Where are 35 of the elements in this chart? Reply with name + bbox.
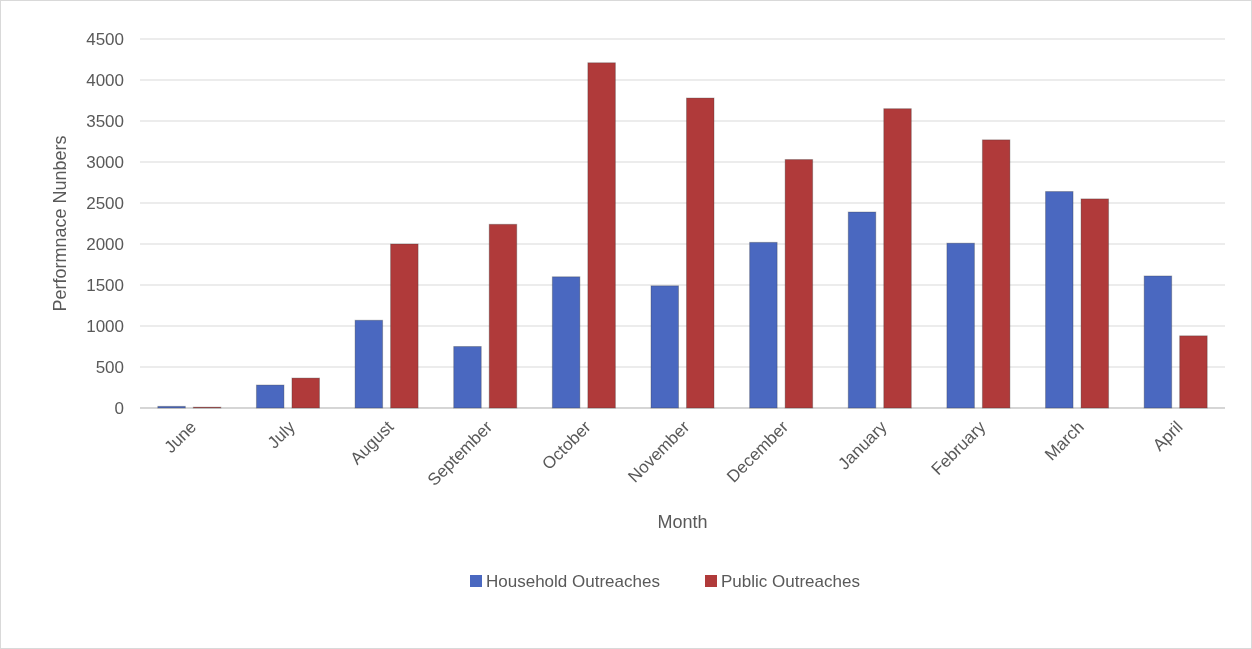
bar bbox=[354, 319, 384, 409]
bar bbox=[587, 62, 616, 409]
legend-label: Household Outreaches bbox=[486, 572, 660, 591]
y-tick-label: 1500 bbox=[86, 275, 124, 295]
bar bbox=[1179, 335, 1208, 409]
y-tick-label: 4500 bbox=[86, 29, 124, 49]
y-tick-label: 500 bbox=[95, 357, 124, 377]
y-tick-label: 0 bbox=[114, 398, 124, 418]
x-tick-label: July bbox=[263, 417, 300, 453]
bar bbox=[291, 377, 320, 409]
bar bbox=[749, 241, 778, 409]
y-tick-label: 1000 bbox=[86, 316, 124, 336]
y-tick-label: 3500 bbox=[86, 111, 124, 131]
y-tick-label: 3000 bbox=[86, 152, 124, 172]
bar bbox=[390, 243, 419, 409]
bar bbox=[981, 139, 1011, 409]
bar bbox=[1080, 198, 1110, 409]
bar bbox=[488, 223, 518, 409]
bar bbox=[1045, 191, 1074, 409]
y-tick-label: 2000 bbox=[86, 234, 124, 254]
bar bbox=[551, 276, 581, 409]
bar bbox=[453, 346, 482, 409]
y-axis-title: Performnace Nunbers bbox=[50, 135, 70, 312]
bar bbox=[650, 285, 679, 409]
bar bbox=[1143, 275, 1173, 409]
y-tick-label: 2500 bbox=[86, 193, 124, 213]
legend-label: Public Outreaches bbox=[721, 572, 860, 591]
y-tick-label: 4000 bbox=[86, 70, 124, 90]
bar bbox=[255, 384, 285, 409]
bar bbox=[883, 108, 912, 409]
bar bbox=[686, 97, 715, 409]
bar bbox=[946, 242, 975, 409]
x-axis-title: Month bbox=[657, 512, 708, 532]
bar bbox=[847, 211, 877, 409]
bar bbox=[784, 159, 814, 409]
